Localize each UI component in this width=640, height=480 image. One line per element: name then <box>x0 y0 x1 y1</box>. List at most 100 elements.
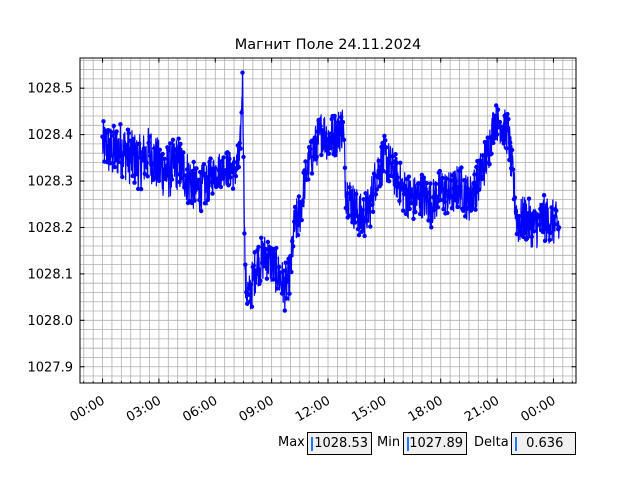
data-point <box>400 187 405 192</box>
data-point <box>111 123 117 129</box>
data-point <box>303 159 308 164</box>
data-point <box>500 137 505 143</box>
data-point <box>471 181 476 186</box>
data-point <box>289 269 294 275</box>
data-point <box>246 285 252 291</box>
data-point <box>189 200 194 206</box>
data-point <box>241 154 246 160</box>
data-point <box>249 304 255 309</box>
data-point <box>171 154 177 159</box>
data-point <box>123 148 129 153</box>
data-point <box>174 147 179 152</box>
data-point <box>497 119 503 125</box>
data-point <box>231 160 237 165</box>
data-point <box>402 183 408 189</box>
data-point <box>447 193 453 198</box>
data-point <box>242 231 247 236</box>
data-point <box>354 191 359 197</box>
data-point <box>375 175 380 180</box>
data-point <box>423 186 428 192</box>
data-point <box>213 166 218 171</box>
data-point <box>326 151 332 156</box>
data-point <box>385 170 390 175</box>
x-tick-label: 00:00 <box>519 393 559 425</box>
data-point <box>184 167 190 172</box>
data-point <box>448 178 454 183</box>
data-point <box>308 146 313 152</box>
data-point <box>141 146 147 151</box>
data-point <box>474 164 479 170</box>
data-point <box>277 270 283 275</box>
data-point <box>124 142 130 148</box>
data-point <box>237 140 242 146</box>
data-point <box>291 244 296 249</box>
data-point <box>168 173 174 178</box>
data-point <box>225 150 230 155</box>
data-point <box>144 160 149 166</box>
data-point <box>465 187 471 192</box>
data-point <box>506 116 511 122</box>
data-point <box>531 229 536 234</box>
data-point <box>454 196 459 201</box>
data-point <box>251 263 256 268</box>
data-point <box>166 148 171 153</box>
data-point <box>493 113 498 119</box>
data-point <box>472 172 477 177</box>
data-point <box>422 193 427 198</box>
data-point <box>239 110 244 115</box>
data-point <box>479 176 485 182</box>
data-point <box>435 205 441 210</box>
data-point <box>507 157 512 163</box>
data-point <box>385 157 391 163</box>
data-point <box>125 127 131 132</box>
data-point <box>215 176 221 181</box>
data-point <box>394 160 399 166</box>
data-point <box>233 173 239 179</box>
data-point <box>180 156 185 161</box>
data-point <box>222 171 227 177</box>
data-point <box>118 122 123 127</box>
data-point <box>441 207 446 212</box>
data-point <box>201 162 207 167</box>
data-point <box>554 208 559 213</box>
data-point <box>218 184 224 190</box>
data-point <box>444 176 449 181</box>
data-point <box>481 164 487 169</box>
data-point <box>246 292 251 297</box>
data-point <box>513 209 519 214</box>
data-point <box>365 196 370 201</box>
data-point <box>334 139 339 144</box>
data-point <box>160 151 165 157</box>
data-point <box>294 211 300 217</box>
data-point <box>509 147 515 153</box>
data-point <box>386 179 392 184</box>
data-point <box>339 131 345 136</box>
data-point <box>401 191 407 197</box>
data-point <box>552 214 557 219</box>
y-tick-label: 1028.1 <box>28 267 74 282</box>
data-point <box>216 168 222 173</box>
data-point <box>273 255 278 261</box>
data-point <box>469 193 474 198</box>
data-point <box>288 253 293 259</box>
data-point <box>401 208 406 213</box>
data-point <box>391 174 396 179</box>
data-point <box>131 136 136 142</box>
data-point <box>432 207 437 213</box>
data-point <box>108 129 114 135</box>
data-point <box>415 194 420 199</box>
series-line <box>101 71 560 312</box>
data-point <box>463 214 468 219</box>
data-point <box>161 167 166 172</box>
data-point <box>126 131 131 136</box>
y-tick-label: 1027.9 <box>28 360 74 375</box>
data-point <box>327 131 333 136</box>
x-tick-label: 15:00 <box>349 393 389 425</box>
data-point <box>484 151 489 156</box>
data-point <box>275 286 280 291</box>
data-point <box>219 159 224 164</box>
data-point <box>228 175 233 180</box>
data-point <box>366 201 371 206</box>
data-point <box>384 145 389 150</box>
data-point <box>347 185 352 190</box>
